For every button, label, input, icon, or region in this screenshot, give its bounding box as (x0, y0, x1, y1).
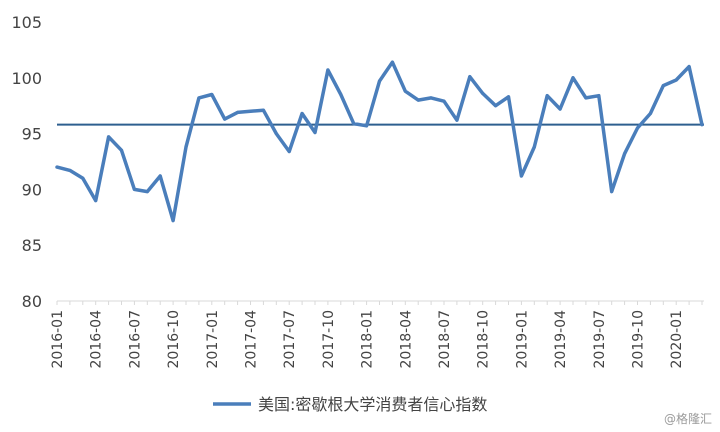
data-point (390, 60, 394, 64)
series-points (55, 60, 704, 223)
data-point (326, 68, 330, 72)
x-tick-label: 2017-10 (321, 310, 337, 369)
data-point (661, 84, 665, 88)
data-point (519, 174, 523, 178)
x-tick-label: 2016-01 (50, 310, 66, 369)
data-point (236, 110, 240, 114)
data-point (313, 130, 317, 134)
data-point (610, 190, 614, 194)
data-point (532, 145, 536, 149)
x-tick-label: 2017-01 (205, 310, 221, 369)
data-point (442, 99, 446, 103)
data-point (507, 95, 510, 99)
data-point (494, 104, 498, 108)
x-tick-label: 2020-01 (669, 310, 685, 369)
y-tick-label: 95 (22, 125, 42, 144)
data-point (55, 165, 59, 169)
x-tick-label: 2016-04 (89, 310, 105, 369)
x-tick-label: 2018-07 (437, 310, 453, 369)
data-point (120, 148, 123, 152)
series-line (55, 60, 704, 223)
legend-label: 美国:密歇根大学消费者信心指数 (258, 395, 487, 414)
data-point (287, 149, 291, 153)
data-point (700, 123, 704, 127)
x-tick-label: 2018-10 (476, 310, 492, 369)
data-point (197, 96, 201, 100)
data-point (687, 65, 691, 69)
data-point (481, 91, 485, 95)
data-point (339, 93, 343, 97)
data-point (145, 190, 149, 194)
data-point (378, 79, 381, 83)
data-point (107, 135, 111, 139)
watermark: @格隆汇 (664, 411, 712, 426)
data-point (300, 112, 304, 116)
data-point (636, 126, 639, 130)
data-point (158, 174, 162, 178)
data-point (623, 152, 627, 156)
data-point (261, 108, 265, 112)
data-point (223, 117, 227, 121)
data-point (597, 94, 601, 98)
data-point (132, 187, 136, 191)
data-point (403, 89, 407, 93)
data-point (94, 199, 98, 203)
data-point (81, 176, 85, 180)
data-point (468, 75, 472, 79)
y-tick-label: 100 (11, 69, 42, 88)
data-point (455, 118, 459, 122)
data-point (648, 112, 652, 116)
data-point (429, 96, 433, 100)
x-tick-label: 2019-10 (631, 310, 647, 369)
data-point (416, 98, 420, 102)
data-point (274, 132, 278, 136)
x-tick-label: 2017-04 (244, 310, 260, 369)
data-point (210, 93, 214, 97)
data-point (68, 168, 72, 172)
x-tick-label: 2018-01 (360, 310, 376, 369)
y-tick-label: 105 (11, 13, 42, 32)
legend: 美国:密歇根大学消费者信心指数 (213, 395, 487, 414)
data-point (352, 122, 356, 126)
y-tick-label: 90 (22, 180, 42, 199)
x-tick-label: 2016-10 (166, 310, 182, 369)
x-tick-label: 2016-07 (127, 310, 143, 369)
x-tick-label: 2017-07 (282, 310, 298, 369)
data-point (184, 145, 188, 149)
x-tick-label: 2019-07 (592, 310, 608, 369)
y-tick-label: 85 (22, 236, 42, 255)
data-point (545, 94, 549, 98)
data-point (171, 219, 175, 223)
data-point (584, 96, 588, 100)
data-point (674, 78, 678, 82)
data-point (365, 124, 369, 128)
data-point (249, 109, 252, 113)
x-tick-label: 2019-01 (514, 310, 530, 369)
x-tick-label: 2019-04 (553, 310, 569, 369)
x-axis-ticks: 2016-01 2016-04 2016-07 2016-10 2017-01 2017-… (50, 301, 703, 369)
data-point (558, 107, 562, 111)
y-tick-label: 80 (22, 292, 42, 311)
y-axis-ticks: 80 85 90 95 100 105 (11, 13, 42, 311)
x-tick-label: 2018-04 (398, 310, 414, 369)
data-point (571, 76, 575, 80)
